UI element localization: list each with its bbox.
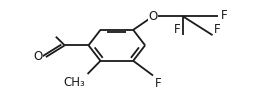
Text: F: F	[214, 23, 220, 36]
Text: O: O	[33, 50, 42, 63]
Text: F: F	[155, 77, 162, 90]
Text: CH₃: CH₃	[64, 76, 86, 88]
Text: F: F	[220, 9, 227, 22]
Text: F: F	[174, 23, 181, 36]
Text: O: O	[148, 10, 158, 23]
